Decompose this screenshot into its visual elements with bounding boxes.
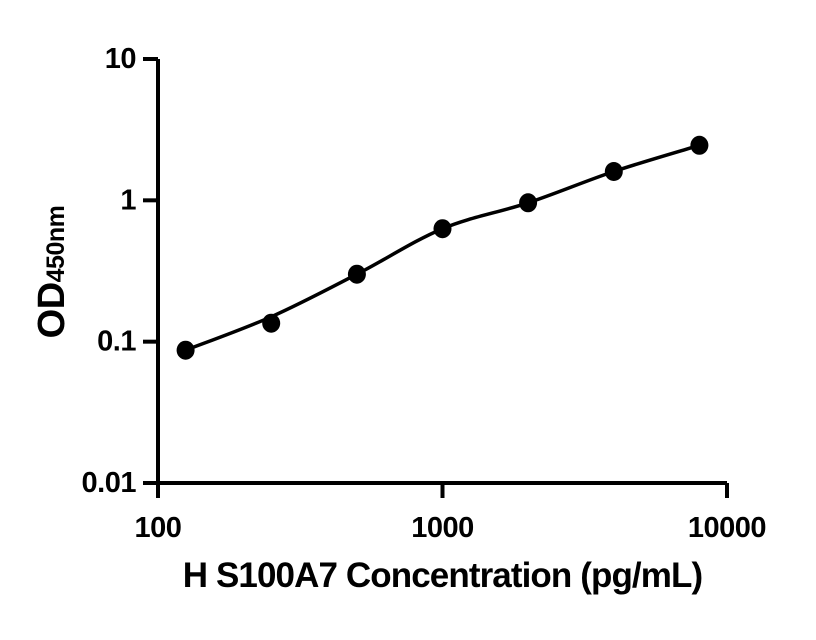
- standard-curve-fit-line: [184, 143, 700, 352]
- data-point-marker: [604, 162, 623, 181]
- y-axis-title-main: OD: [31, 282, 73, 339]
- x-axis-tick-label: 10000: [688, 512, 766, 544]
- y-axis-tick-label: 10: [105, 43, 136, 75]
- y-axis-title-sub: 450nm: [42, 205, 70, 283]
- y-axis-tick-label: 1: [120, 184, 136, 216]
- y-axis-title: OD450nm: [29, 172, 75, 372]
- y-axis-tick-label: 0.01: [82, 467, 137, 499]
- y-axis-tick-label: 0.1: [97, 326, 136, 358]
- x-axis-tick-label: 1000: [411, 512, 474, 544]
- data-point-marker: [262, 313, 281, 333]
- x-axis-title: H S100A7 Concentration (pg/mL): [158, 556, 727, 596]
- data-point-marker: [347, 264, 366, 284]
- x-axis-tick-label: 100: [135, 512, 182, 544]
- data-point-marker: [433, 219, 452, 239]
- data-point-marker: [519, 193, 538, 213]
- x-axis-title-text: H S100A7 Concentration (pg/mL): [182, 556, 703, 595]
- data-point-marker: [176, 340, 195, 360]
- data-point-marker: [690, 135, 709, 155]
